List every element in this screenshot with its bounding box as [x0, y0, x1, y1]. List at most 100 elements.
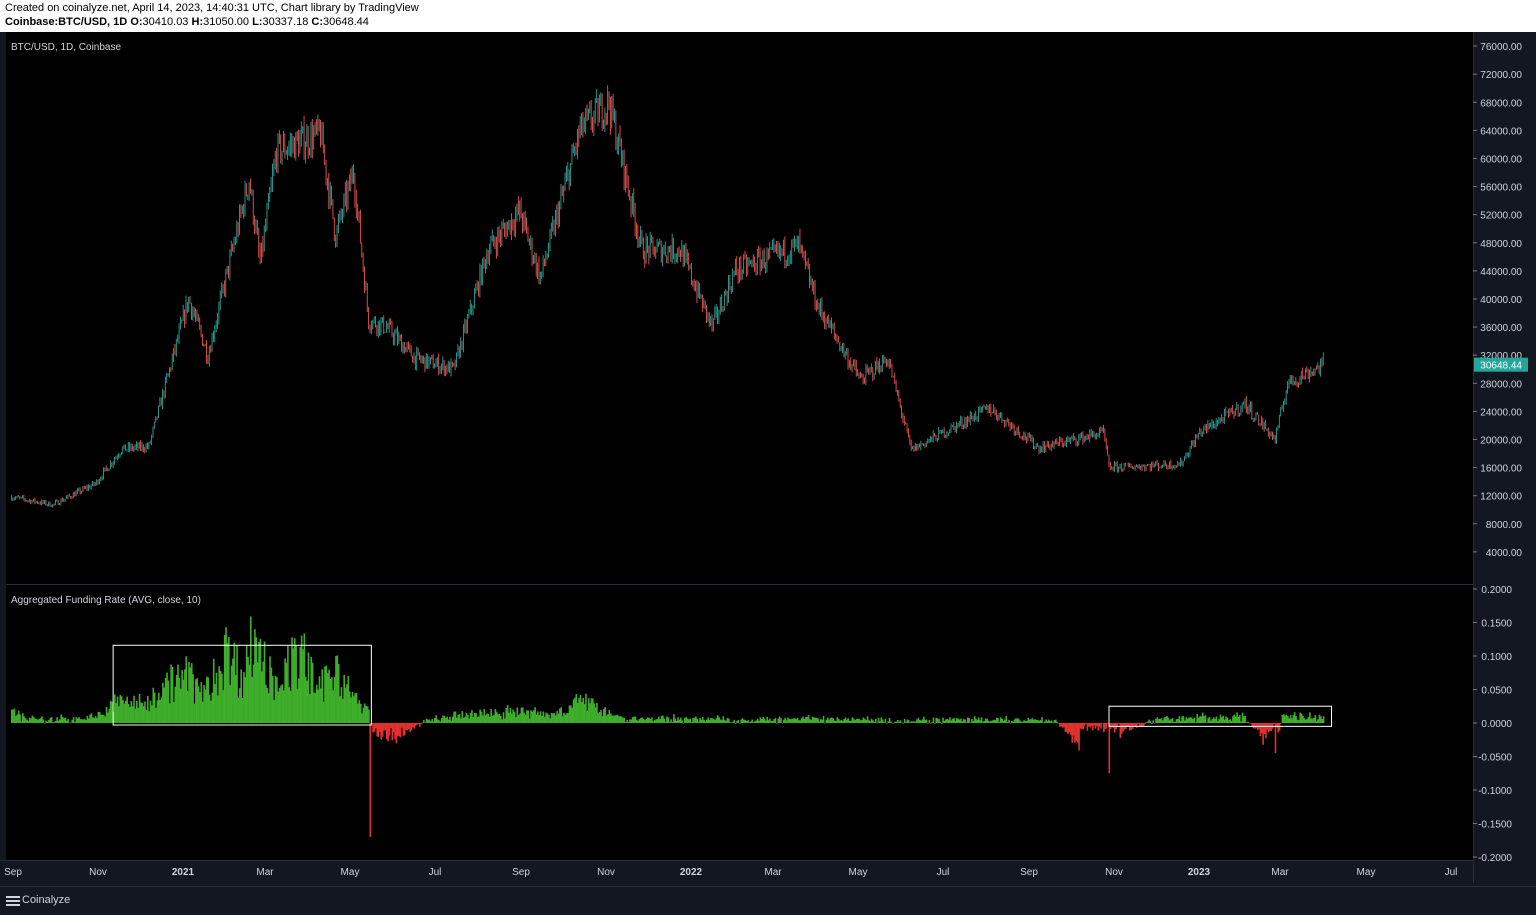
- funding-bar: [473, 713, 476, 723]
- funding-bar: [328, 669, 330, 723]
- funding-bar: [776, 723, 778, 724]
- funding-bar: [407, 723, 410, 730]
- funding-bar: [1309, 712, 1311, 723]
- funding-bar: [708, 719, 711, 723]
- funding-bar: [527, 710, 530, 723]
- funding-bar: [15, 716, 17, 723]
- funding-bar: [512, 709, 514, 723]
- funding-bar: [769, 718, 771, 723]
- funding-bar: [472, 716, 475, 723]
- funding-bar: [234, 674, 237, 723]
- funding-bar: [42, 719, 45, 723]
- funding-bar: [739, 723, 741, 724]
- menu-icon[interactable]: [6, 896, 20, 906]
- funding-bar: [767, 720, 770, 723]
- funding-bar: [1212, 717, 1215, 723]
- funding-bar: [612, 715, 615, 723]
- funding-bar: [648, 717, 650, 723]
- time-tick-label: Mar: [256, 867, 274, 878]
- funding-bar: [585, 693, 587, 723]
- funding-bar: [559, 708, 561, 723]
- funding-bar: [997, 718, 999, 723]
- funding-bar: [483, 709, 486, 723]
- funding-bar: [1017, 718, 1020, 723]
- funding-bar: [114, 694, 116, 723]
- funding-bar: [850, 720, 852, 723]
- funding-bar: [79, 719, 82, 723]
- funding-bar: [778, 716, 781, 723]
- funding-bar: [1043, 721, 1046, 723]
- funding-bar: [1104, 723, 1106, 730]
- funding-bar: [182, 679, 185, 723]
- funding-bar: [204, 689, 207, 723]
- time-tick-label: May: [1357, 867, 1376, 878]
- funding-bar: [148, 711, 150, 723]
- funding-bar: [399, 723, 402, 738]
- funding-bar: [347, 676, 350, 723]
- funding-bar: [1322, 716, 1325, 723]
- funding-bar: [75, 717, 78, 723]
- funding-bar: [798, 720, 800, 723]
- funding-bar: [550, 712, 553, 723]
- funding-bar: [310, 656, 313, 723]
- funding-bar: [250, 616, 252, 723]
- funding-bar: [486, 713, 488, 723]
- funding-bar: [260, 671, 263, 723]
- funding-bar: [721, 719, 723, 723]
- time-tick-label: Nov: [89, 867, 107, 878]
- funding-bar: [56, 717, 58, 723]
- funding-bar: [392, 723, 395, 733]
- funding-bar: [179, 688, 182, 723]
- funding-bar: [745, 721, 748, 723]
- funding-bar: [1156, 717, 1159, 723]
- funding-bar: [96, 717, 98, 723]
- funding-bar: [670, 719, 672, 723]
- funding-bar: [372, 723, 374, 733]
- funding-bar: [251, 676, 253, 723]
- funding-bar: [780, 718, 782, 723]
- funding-bar: [546, 713, 549, 723]
- funding-bar: [368, 709, 370, 723]
- funding-bar: [1010, 721, 1013, 723]
- price-tick-label: 16000.00: [1480, 464, 1522, 475]
- funding-bar: [766, 716, 769, 723]
- funding-bar: [498, 713, 501, 723]
- funding-bar: [587, 698, 590, 723]
- funding-bar: [927, 723, 929, 724]
- funding-bar: [1302, 715, 1304, 723]
- funding-bar: [1081, 723, 1083, 730]
- funding-bar: [759, 717, 762, 723]
- funding-bar: [153, 692, 156, 723]
- funding-bar: [203, 685, 205, 723]
- funding-tick-label: 0.0500: [1481, 686, 1512, 697]
- funding-bar: [1138, 723, 1141, 727]
- funding-bar: [1160, 718, 1163, 723]
- funding-bar: [1277, 723, 1280, 733]
- funding-bar: [326, 673, 329, 723]
- time-tick-label: Sep: [4, 867, 22, 878]
- funding-bar: [1181, 716, 1183, 723]
- funding-bar: [640, 717, 642, 723]
- funding-bar: [552, 713, 554, 723]
- funding-bar: [416, 723, 418, 725]
- funding-bar: [304, 676, 307, 723]
- funding-bar: [1314, 715, 1317, 723]
- time-tick-label: May: [849, 867, 868, 878]
- funding-bar: [377, 723, 380, 737]
- funding-bar: [502, 712, 505, 723]
- funding-bar: [982, 721, 984, 723]
- funding-bar: [704, 721, 707, 723]
- funding-bar: [516, 707, 519, 723]
- chart-area[interactable]: 4000.00 8000.00 12000.00 16000.00 20000.00 24…: [0, 32, 1536, 886]
- funding-bar: [254, 629, 256, 723]
- funding-bar: [847, 718, 850, 723]
- price-tick-label: 36000.00: [1480, 323, 1522, 334]
- funding-bar: [548, 714, 550, 723]
- funding-bar: [825, 719, 828, 723]
- funding-bar: [1288, 718, 1291, 723]
- funding-bar: [71, 719, 74, 723]
- funding-bar: [184, 669, 186, 723]
- funding-bars-layer: [10, 616, 1325, 837]
- funding-bar: [135, 701, 138, 723]
- funding-bar: [277, 691, 280, 723]
